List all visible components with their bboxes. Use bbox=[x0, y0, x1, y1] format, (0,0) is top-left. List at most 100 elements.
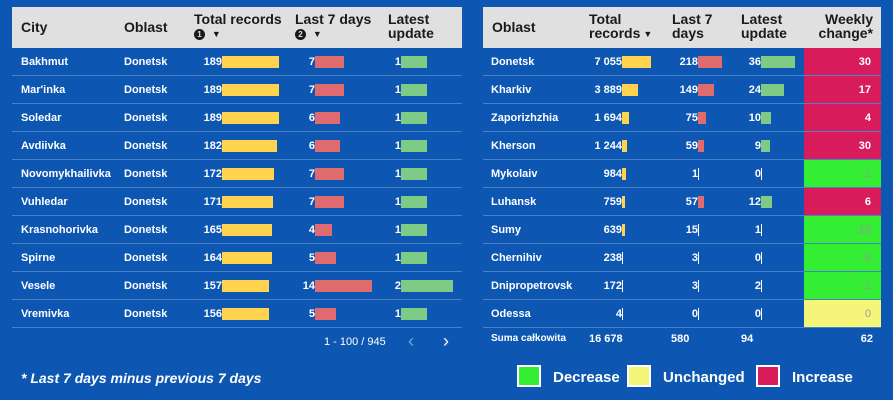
col-city-header[interactable]: City bbox=[21, 19, 48, 35]
latest-bar bbox=[401, 139, 427, 152]
last7-bar-cell bbox=[695, 132, 735, 159]
col-last7-header[interactable]: Last 7 days 2 ▼ bbox=[295, 11, 372, 40]
legend-unchanged-swatch bbox=[627, 365, 651, 387]
city-cell: Mar'inka bbox=[21, 76, 121, 103]
table-row[interactable]: Vuhledar Donetsk 171 7 1 bbox=[12, 188, 462, 216]
total-value: 182 bbox=[203, 139, 222, 152]
city-name: Novomykhailivka bbox=[21, 167, 111, 180]
total-bar bbox=[222, 251, 272, 264]
latest-bar-cell bbox=[758, 76, 798, 103]
col-latest-update-header[interactable]: Latest update bbox=[388, 11, 434, 41]
city-cell: Bakhmut bbox=[21, 48, 121, 75]
latest-bar bbox=[401, 223, 427, 236]
latest-bar-cell bbox=[758, 188, 798, 215]
oblast-name: Dnipropetrovsk bbox=[491, 279, 573, 292]
latest-bar-cell bbox=[398, 300, 458, 327]
latest-value: 1 bbox=[394, 251, 401, 264]
total-bar-cell bbox=[619, 76, 659, 103]
prev-page-icon[interactable]: ‹ bbox=[408, 331, 414, 351]
last7-bar bbox=[698, 307, 699, 320]
next-page-icon[interactable]: › bbox=[443, 331, 449, 351]
total-value-cell: 164 bbox=[172, 244, 222, 271]
table-row[interactable]: Avdiivka Donetsk 182 6 1 bbox=[12, 132, 462, 160]
table-row[interactable]: Mar'inka Donetsk 189 7 1 bbox=[12, 76, 462, 104]
col-total-records-header[interactable]: Total records 1 ▼ bbox=[194, 11, 282, 40]
last7-value-cell: 3 bbox=[663, 244, 698, 271]
col-oblast-header[interactable]: Oblast bbox=[124, 19, 168, 35]
table-row[interactable]: Odessa 4 0 0 0 bbox=[483, 300, 881, 328]
last7-bar bbox=[315, 83, 344, 96]
weekly-change-cell: 0 bbox=[804, 300, 881, 327]
latest-value: 1 bbox=[394, 139, 401, 152]
oblast-name: Zaporizhzhia bbox=[491, 111, 559, 124]
table-row[interactable]: Kharkiv 3 889 149 24 17 bbox=[483, 76, 881, 104]
table-row[interactable]: Soledar Donetsk 189 6 1 bbox=[12, 104, 462, 132]
oblast-cell: Luhansk bbox=[491, 188, 591, 215]
total-bar-cell bbox=[219, 160, 279, 187]
city-name: Spirne bbox=[21, 251, 56, 264]
last7-bar bbox=[698, 139, 704, 152]
city-name: Vremivka bbox=[21, 307, 70, 320]
city-cell: Spirne bbox=[21, 244, 121, 271]
latest-value: 9 bbox=[754, 139, 761, 152]
table-row[interactable]: Vesele Donetsk 157 14 2 bbox=[12, 272, 462, 300]
col-total-records-header[interactable]: Total records ▼ bbox=[589, 11, 653, 41]
last7-bar bbox=[698, 195, 704, 208]
legend-decrease-label: Decrease bbox=[553, 369, 620, 386]
oblast-cell: Mykolaiv bbox=[491, 160, 591, 187]
total-bar bbox=[622, 167, 626, 180]
col-weekly-change-header[interactable]: Weekly change* bbox=[818, 11, 873, 41]
last7-bar-cell bbox=[312, 188, 372, 215]
latest-value: 1 bbox=[394, 83, 401, 96]
totals-row: Suma całkowita 16 678 580 94 62 bbox=[483, 328, 881, 350]
col-latest-update-header[interactable]: Latest update bbox=[741, 11, 787, 41]
weekly-change-value: 30 bbox=[858, 55, 871, 68]
table-row[interactable]: Spirne Donetsk 164 5 1 bbox=[12, 244, 462, 272]
last7-bar-cell bbox=[312, 272, 372, 299]
latest-value: 0 bbox=[754, 307, 761, 320]
table-row[interactable]: Luhansk 759 57 12 6 bbox=[483, 188, 881, 216]
last7-value-cell: 75 bbox=[663, 104, 698, 131]
table-row[interactable]: Donetsk 7 055 218 36 30 bbox=[483, 48, 881, 76]
table-row[interactable]: Krasnohorivka Donetsk 165 4 1 bbox=[12, 216, 462, 244]
weekly-change-cell: -5 bbox=[804, 244, 881, 271]
last7-bar bbox=[698, 55, 722, 68]
table-row[interactable]: Kherson 1 244 59 9 30 bbox=[483, 132, 881, 160]
city-table-body: Bakhmut Donetsk 189 7 1 Mar'inka Donetsk 189 7 1 S… bbox=[12, 48, 462, 328]
total-value-cell: 984 bbox=[578, 160, 622, 187]
total-value: 171 bbox=[203, 195, 222, 208]
total-value-cell: 156 bbox=[172, 300, 222, 327]
latest-bar-cell bbox=[758, 160, 798, 187]
oblast-name: Donetsk bbox=[124, 251, 168, 264]
weekly-change-value: 6 bbox=[864, 195, 871, 208]
total-value-cell: 7 055 bbox=[578, 48, 622, 75]
last7-bar-cell bbox=[312, 216, 372, 243]
col-last7-header[interactable]: Last 7 days bbox=[672, 11, 713, 41]
table-row[interactable]: Bakhmut Donetsk 189 7 1 bbox=[12, 48, 462, 76]
last7-value: 1 bbox=[691, 167, 698, 180]
total-value: 189 bbox=[203, 111, 222, 124]
weekly-change-cell: -1 bbox=[804, 160, 881, 187]
last7-value: 149 bbox=[679, 83, 698, 96]
table-row[interactable]: Vremivka Donetsk 156 5 1 bbox=[12, 300, 462, 328]
last7-value: 3 bbox=[691, 251, 698, 264]
last7-value-cell: 15 bbox=[663, 216, 698, 243]
col-oblast-header[interactable]: Oblast bbox=[492, 19, 536, 35]
table-row[interactable]: Dnipropetrovsk 172 3 2 -1 bbox=[483, 272, 881, 300]
total-value-cell: 189 bbox=[172, 104, 222, 131]
table-row[interactable]: Novomykhailivka Donetsk 172 7 1 bbox=[12, 160, 462, 188]
table-row[interactable]: Zaporizhzhia 1 694 75 10 4 bbox=[483, 104, 881, 132]
total-bar-cell bbox=[219, 132, 279, 159]
oblast-cell: Donetsk bbox=[124, 104, 194, 131]
sort-priority-badge: 1 bbox=[194, 28, 205, 40]
legend-increase-label: Increase bbox=[792, 369, 853, 386]
latest-bar-cell bbox=[398, 48, 458, 75]
totals-label: Suma całkowita bbox=[491, 333, 567, 344]
table-row[interactable]: Sumy 639 15 1 -18 bbox=[483, 216, 881, 244]
last7-bar-cell bbox=[312, 76, 372, 103]
weekly-change-cell: 30 bbox=[804, 48, 881, 75]
table-row[interactable]: Mykolaiv 984 1 0 -1 bbox=[483, 160, 881, 188]
total-bar-cell bbox=[219, 76, 279, 103]
oblast-name: Donetsk bbox=[124, 279, 168, 292]
table-row[interactable]: Chernihiv 238 3 0 -5 bbox=[483, 244, 881, 272]
